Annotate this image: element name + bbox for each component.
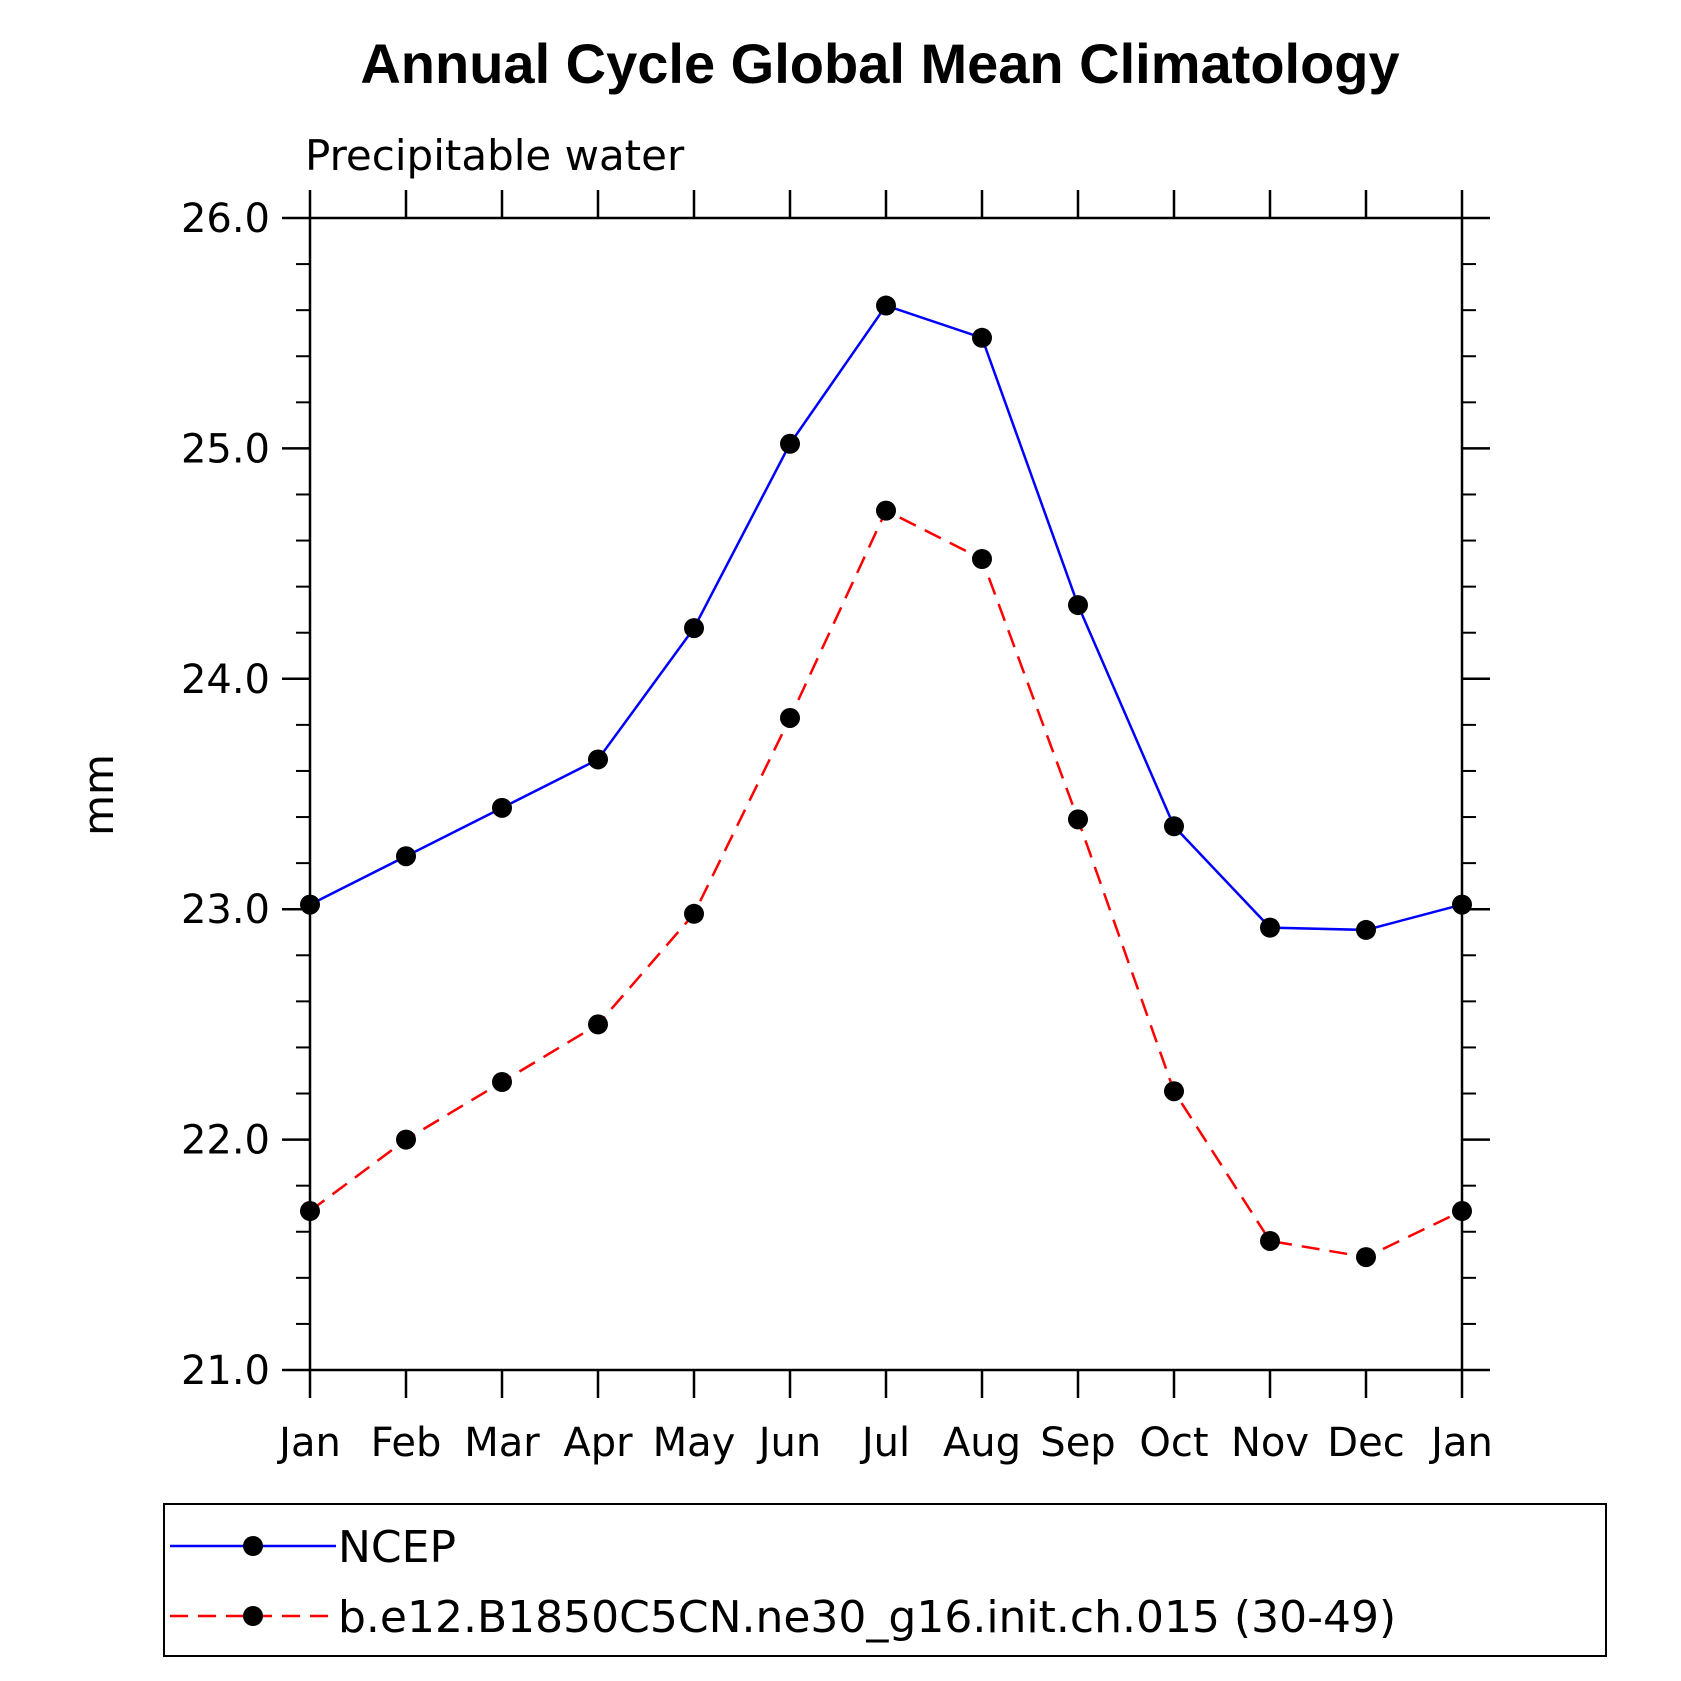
y-tick-label: 23.0 [181, 887, 270, 933]
data-point [396, 1129, 416, 1150]
series-line-1 [309, 508, 1463, 1259]
legend-label-model: b.e12.B1850C5CN.ne30_g16.init.ch.015 (30… [338, 1592, 1396, 1643]
x-tick-label: Jan [1428, 1420, 1493, 1466]
data-point [1164, 1081, 1184, 1102]
legend-entry-ncep: NCEP [170, 1522, 456, 1573]
data-point [1260, 917, 1280, 938]
y-tick-label: 26.0 [181, 196, 270, 242]
y-tick-label: 21.0 [181, 1348, 270, 1394]
x-tick-label: Jun [756, 1420, 822, 1466]
data-point [588, 1014, 608, 1035]
plot-frame [308, 216, 1464, 1372]
legend-marker-model [243, 1606, 263, 1626]
y-tick-label: 25.0 [181, 426, 270, 472]
legend-box [163, 1503, 1607, 1657]
data-point [1452, 894, 1472, 915]
data-point [1452, 1201, 1472, 1222]
data-point [1164, 816, 1184, 837]
chart-subtitle: Precipitable water [305, 131, 685, 180]
data-point [876, 500, 896, 521]
data-point [492, 797, 512, 818]
x-tick-labels: Jan Feb Mar Apr May Jun Jul Aug Sep Oct Nov Dec Jan [276, 1420, 1493, 1466]
y-axis-label: mm [74, 754, 123, 836]
data-point [780, 707, 800, 728]
series-0 [300, 295, 1472, 940]
data-point [300, 894, 320, 915]
series-1 [300, 500, 1472, 1268]
x-tick-label: May [653, 1420, 736, 1466]
series-layer [300, 295, 1472, 1268]
x-tick-label: Mar [464, 1420, 540, 1466]
y-tick-label: 24.0 [181, 657, 270, 703]
x-tick-label: Feb [371, 1420, 442, 1466]
legend-entry-model: b.e12.B1850C5CN.ne30_g16.init.ch.015 (30… [170, 1592, 1396, 1643]
x-tick-label: Aug [943, 1420, 1021, 1466]
data-point [972, 548, 992, 569]
data-point [1356, 1247, 1376, 1268]
legend-marker-ncep [243, 1536, 263, 1556]
x-tick-label: Sep [1040, 1420, 1115, 1466]
x-tick-label: Jan [276, 1420, 341, 1466]
data-point [684, 618, 704, 639]
data-point [396, 846, 416, 867]
data-point [1068, 809, 1088, 830]
data-point [684, 903, 704, 924]
chart-title: Annual Cycle Global Mean Climatology [360, 32, 1399, 95]
x-tick-label: Jul [859, 1420, 910, 1466]
data-point [1260, 1230, 1280, 1251]
data-point [588, 749, 608, 770]
data-point [876, 295, 896, 316]
y-tick-label: 22.0 [181, 1118, 270, 1164]
x-tick-label: Nov [1231, 1420, 1309, 1466]
data-point [1356, 919, 1376, 940]
x-tick-label: Dec [1327, 1420, 1404, 1466]
data-point [492, 1072, 512, 1092]
x-tick-label: Apr [563, 1420, 633, 1466]
x-tick-label: Oct [1139, 1420, 1208, 1466]
y-tick-labels: 21.0 22.0 23.0 24.0 25.0 26.0 [181, 196, 270, 1394]
data-point [780, 433, 800, 454]
series-line-0 [309, 304, 1463, 932]
legend-label-ncep: NCEP [338, 1522, 456, 1573]
data-point [1068, 595, 1088, 616]
axis-ticks [282, 190, 1490, 1398]
data-point [972, 327, 992, 348]
data-point [300, 1201, 320, 1222]
